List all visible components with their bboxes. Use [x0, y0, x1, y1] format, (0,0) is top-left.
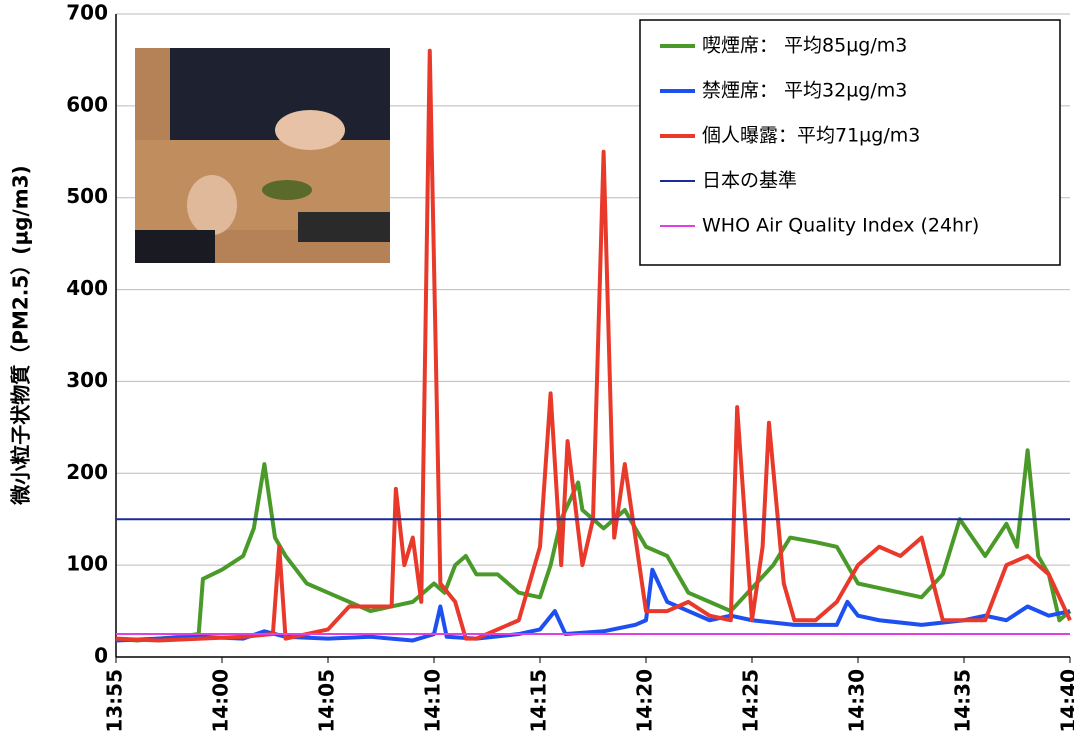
legend: 喫煙席： 平均85µg/m3 禁煙席： 平均32µg/m3 個人曝露：平均71µg/… [640, 20, 1060, 265]
chart: 微小粒子状物質（PM2.5）(µg/m3) 0 100 200 300 400 500 60… [0, 0, 1074, 736]
legend-label: 個人曝露：平均71µg/m3 [702, 125, 920, 147]
x-tick-label: 14:25 [739, 669, 763, 733]
x-tick-label: 14:40 [1057, 669, 1074, 733]
x-tick-label: 13:55 [103, 669, 127, 733]
x-tick-label: 14:00 [209, 669, 233, 733]
y-tick-label: 400 [66, 276, 108, 300]
legend-label: 日本の基準 [702, 170, 797, 192]
x-tick-label: 14:15 [527, 669, 551, 733]
legend-label: 禁煙席： 平均32µg/m3 [702, 80, 907, 102]
x-tick-label: 14:05 [315, 669, 339, 733]
y-tick-label: 600 [66, 92, 108, 116]
y-tick-label: 200 [66, 460, 108, 484]
x-tick-label: 14:30 [845, 669, 869, 733]
series-line [116, 570, 1070, 641]
x-tick-label: 14:10 [421, 669, 445, 733]
y-axis-label: 微小粒子状物質（PM2.5）(µg/m3) [9, 165, 33, 505]
legend-label: 喫煙席： 平均85µg/m3 [702, 35, 907, 57]
y-tick-label: 100 [66, 552, 108, 576]
x-tick-label: 14:20 [633, 669, 657, 733]
inset-photo [135, 48, 390, 263]
x-tick-label: 14:35 [951, 669, 975, 733]
y-tick-label: 500 [66, 184, 108, 208]
y-tick-label: 0 [94, 644, 108, 668]
y-tick-label: 300 [66, 368, 108, 392]
y-tick-label: 700 [66, 1, 108, 25]
legend-label: WHO Air Quality Index (24hr) [702, 215, 979, 237]
